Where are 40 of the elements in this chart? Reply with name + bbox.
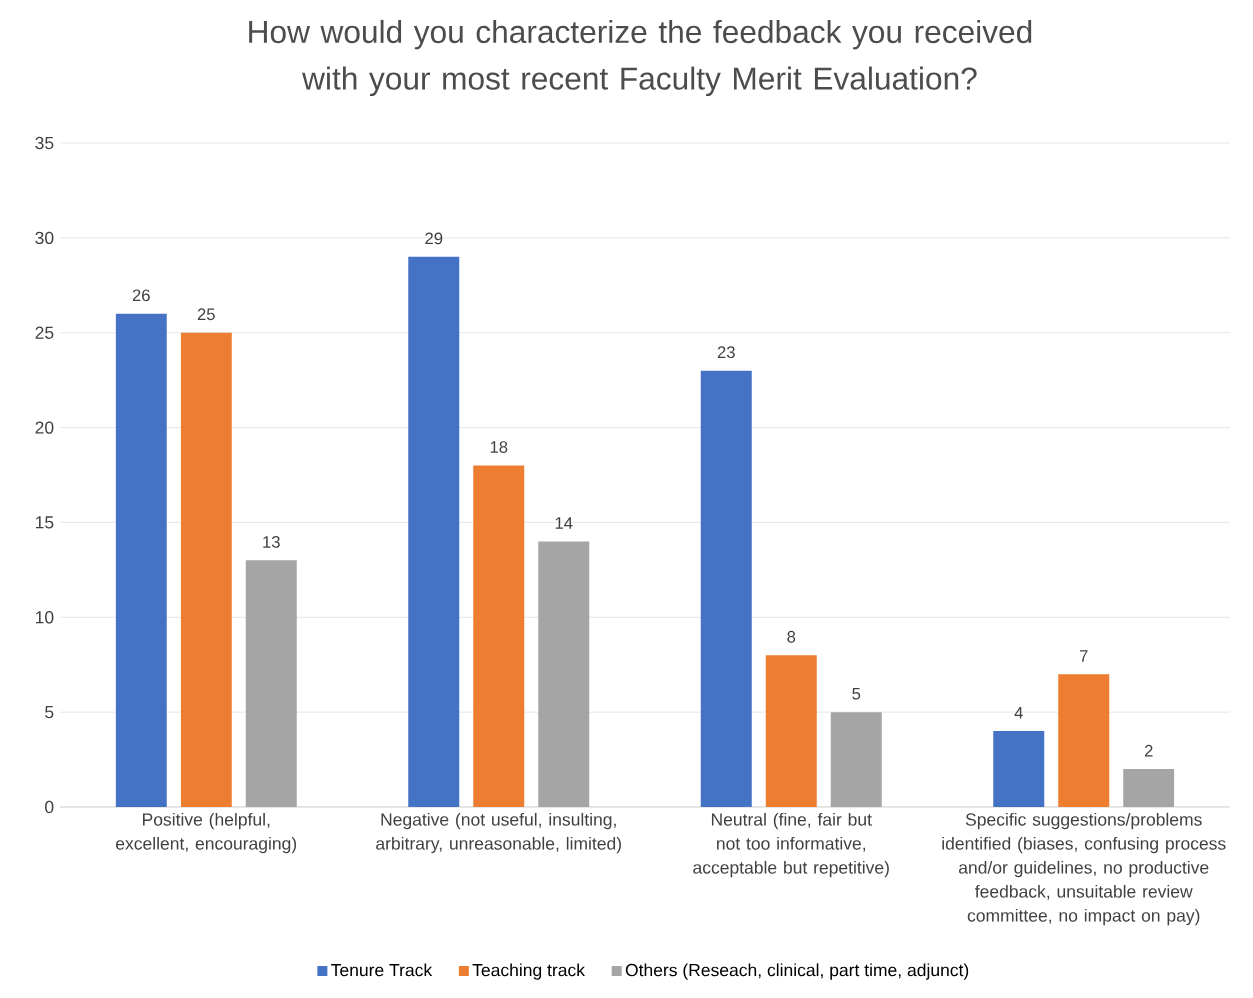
bar <box>180 332 232 807</box>
y-tick-label: 35 <box>35 136 54 150</box>
data-label: 29 <box>425 232 443 245</box>
y-tick-label: 10 <box>35 611 54 624</box>
bar <box>700 370 752 807</box>
data-label: 13 <box>263 536 280 548</box>
data-label: 8 <box>787 630 796 643</box>
y-tick-label: 5 <box>45 706 54 719</box>
bar <box>765 655 817 807</box>
bar <box>115 313 167 807</box>
bar <box>408 256 460 807</box>
x-tick-label: Positive (helpful, excellent, encouraging) <box>116 812 297 854</box>
data-label: 2 <box>1144 744 1153 757</box>
data-label: 14 <box>555 517 573 529</box>
x-tick-label: Neutral (fine, fair but not too informative, acceptable but repetitive) <box>693 812 889 878</box>
y-tick-label: 30 <box>35 231 54 245</box>
data-label: 7 <box>1079 650 1088 662</box>
y-tick-label: 0 <box>45 800 54 814</box>
chart-title: How would you characterize the feedback you received with your most recent Faculty Merit Evaluation? <box>249 19 1032 97</box>
data-label: 4 <box>1014 707 1023 719</box>
bar <box>830 712 882 807</box>
y-tick-label: 20 <box>35 421 54 434</box>
data-label: 26 <box>132 289 150 302</box>
bar <box>1058 674 1110 807</box>
legend-label: Teaching track <box>472 963 585 980</box>
bar <box>1123 769 1175 807</box>
bar <box>993 731 1045 807</box>
x-tick-label: Specific suggestions/problems identified (biases, confusing process and/or guidelines, no productive feedback, unsuitable review committee, no impact on pay) <box>942 812 1226 926</box>
bar <box>473 465 525 807</box>
data-label: 5 <box>852 687 861 700</box>
data-label: 25 <box>197 308 215 321</box>
legend-label: Others (Reseach, clinical, part time, adjunct) <box>625 963 969 980</box>
legend-label: Tenure Track <box>331 963 433 977</box>
data-label: 18 <box>490 441 508 453</box>
bar <box>538 541 590 807</box>
y-tick-label: 15 <box>35 516 54 529</box>
data-label: 23 <box>717 346 735 359</box>
y-tick-label: 25 <box>35 326 54 339</box>
x-tick-label: Negative (not useful, insulting, arbitrary, unreasonable, limited) <box>376 812 621 854</box>
bar <box>245 560 297 807</box>
